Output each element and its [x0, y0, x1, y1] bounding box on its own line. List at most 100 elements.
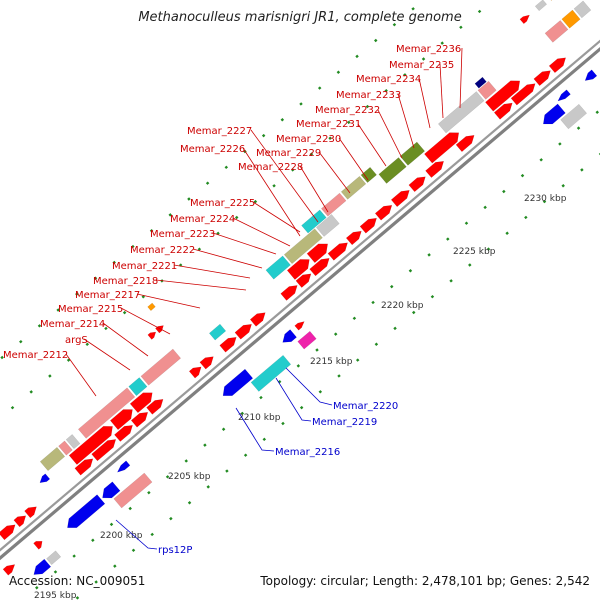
- gene-label-leader: [250, 129, 319, 223]
- cds-block: [301, 209, 327, 234]
- forward-gene-arrow: [425, 160, 445, 178]
- reverse-gene-arrow: [222, 368, 254, 396]
- gene-label-upper: Memar_2217: [75, 290, 140, 301]
- gene-label-leader: [439, 63, 444, 119]
- upper-tick-row-inner: [440, 41, 444, 45]
- upper-tick-row: [37, 324, 42, 328]
- gene-label-upper: Memar_2233: [336, 90, 401, 101]
- upper-tick-row-inner: [477, 9, 482, 14]
- reverse-gene-arrow: [33, 558, 52, 575]
- forward-gene-arrow: [199, 356, 214, 370]
- kbp-tick-row: [221, 427, 226, 431]
- cds-block: [283, 228, 323, 265]
- forward-gene-arrow: [345, 230, 362, 246]
- upper-tick-row: [280, 118, 285, 122]
- gene-label-leader: [357, 123, 387, 167]
- cds-block: [46, 550, 62, 566]
- gene-label-leader: [377, 109, 403, 159]
- cds-block: [147, 302, 156, 312]
- upper-tick-row-inner: [122, 310, 127, 315]
- upper-tick-row-inner: [328, 136, 332, 140]
- forward-gene-arrow: [548, 57, 567, 74]
- upper-tick-row: [131, 244, 135, 249]
- forward-gene-arrow: [68, 426, 113, 465]
- gene-label-upper: Memar_2221: [112, 261, 177, 272]
- cds-block: [399, 141, 426, 166]
- upper-tick-row-inner: [104, 326, 108, 331]
- minor-tick-row: [561, 184, 565, 188]
- kbp-tick-row: [53, 570, 58, 574]
- reverse-gene-arrow: [584, 69, 598, 81]
- upper-tick-row: [411, 7, 415, 11]
- genome-backbone-line: [0, 46, 600, 561]
- map-title: Methanoculleus marisnigri JR1, complete …: [138, 10, 462, 25]
- kbp-tick-row: [35, 586, 39, 590]
- gene-label-upper: Memar_2218: [93, 276, 158, 287]
- forward-gene-arrow: [408, 176, 426, 193]
- forward-gene-arrow: [519, 14, 530, 25]
- minor-tick-row: [542, 199, 547, 204]
- upper-tick-row-inner: [347, 120, 351, 125]
- gene-label-upper: argS: [65, 335, 88, 346]
- accession-label: Accession: NC_009051: [9, 574, 146, 588]
- gene-label-leader: [102, 322, 149, 357]
- forward-gene-arrow: [147, 331, 157, 340]
- upper-tick-row-inner: [253, 199, 258, 204]
- kbp-tick-row: [333, 332, 338, 336]
- cds-block: [378, 157, 407, 184]
- minor-tick-row: [225, 469, 229, 473]
- minor-tick-row: [206, 485, 210, 489]
- kbp-tick-row: [72, 554, 76, 558]
- cds-block: [208, 323, 227, 341]
- gene-label-leader: [120, 307, 171, 335]
- gene-label-leader: [212, 232, 277, 255]
- upper-tick-row: [112, 260, 116, 265]
- cds-block: [315, 214, 340, 237]
- upper-tick-row-inner: [10, 405, 15, 410]
- minor-tick-row: [299, 405, 304, 410]
- minor-tick-row: [131, 548, 136, 553]
- reverse-gene-arrow: [557, 89, 571, 102]
- genome-summary-label: Topology: circular; Length: 2,478,101 bp…: [260, 574, 590, 588]
- forward-gene-arrow: [234, 323, 252, 340]
- gene-label-upper: Memar_2224: [170, 214, 235, 225]
- kbp-tick-row: [315, 348, 319, 352]
- cds-block: [58, 440, 73, 456]
- forward-gene-arrow: [306, 243, 328, 264]
- minor-tick-row: [468, 263, 472, 267]
- forward-gene-arrow: [493, 102, 513, 120]
- gene-label-leader: [418, 77, 431, 129]
- kbp-tick-row: [109, 522, 114, 527]
- kbp-tick-row: [147, 490, 151, 495]
- cds-block: [140, 348, 182, 386]
- upper-tick-row: [19, 339, 23, 344]
- kbp-tick-row: [184, 459, 188, 463]
- upper-tick-row-inner: [48, 374, 52, 378]
- forward-gene-arrow: [91, 439, 117, 462]
- minor-tick-row: [150, 532, 154, 537]
- forward-gene-arrow: [295, 273, 312, 288]
- forward-gene-arrow: [109, 409, 133, 431]
- kbp-tick-row: [446, 237, 450, 241]
- minor-tick-row: [486, 247, 491, 251]
- upper-tick-row-inner: [178, 263, 183, 267]
- upper-tick-row: [374, 38, 378, 43]
- minor-tick-row: [281, 421, 285, 426]
- cds-block: [128, 377, 148, 397]
- cds-block: [297, 330, 317, 350]
- minor-tick-row: [113, 564, 117, 568]
- upper-tick-row: [168, 213, 172, 217]
- minor-tick-row: [412, 310, 416, 315]
- reverse-gene-arrow: [116, 460, 131, 473]
- cds-block: [250, 354, 292, 392]
- forward-gene-arrow: [485, 80, 521, 112]
- minor-tick-row: [374, 342, 379, 346]
- cds-block: [544, 20, 569, 43]
- cds-block: [360, 166, 377, 183]
- minor-tick-row: [243, 453, 248, 457]
- gene-label-upper: Memar_2230: [276, 134, 341, 145]
- upper-tick-row: [299, 102, 303, 106]
- upper-tick-row-inner: [384, 88, 388, 93]
- gene-label-leader: [299, 165, 329, 213]
- cds-block: [437, 91, 485, 134]
